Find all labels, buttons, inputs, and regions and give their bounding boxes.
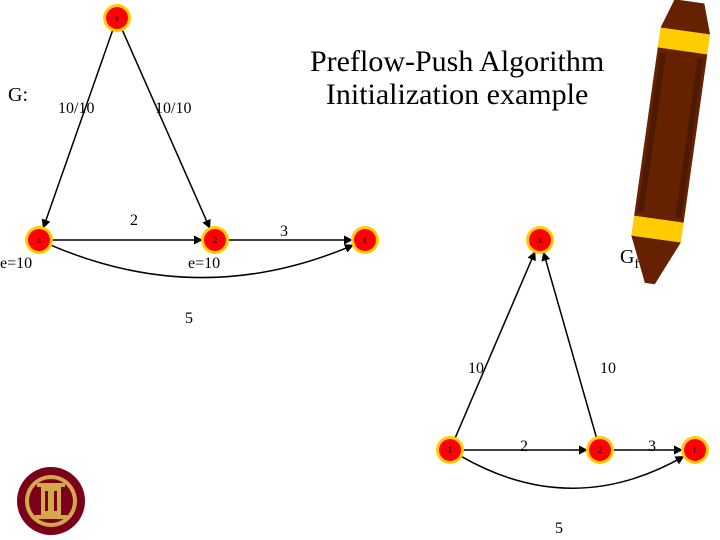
crayon-icon [620,0,720,295]
svg-text:1: 1 [37,235,42,245]
edge-label: 10 [468,360,484,378]
svg-text:s: s [538,235,542,245]
edge-label: 10/10 [155,100,191,118]
graph-node-1: 1 [436,436,464,464]
title-line1: Preflow-Push Algorithm [310,45,604,78]
svg-text:s: s [115,13,119,23]
edge-label: 3 [648,438,656,456]
graph-g-label: G: [8,84,28,107]
university-seal-icon [11,461,91,540]
graph-node-s: s [103,4,131,32]
edge-label: 10 [600,360,616,378]
edge-label: 5 [555,520,563,538]
svg-text:t: t [364,235,367,245]
edge-label: 5 [185,310,193,328]
graph-node-s: s [526,226,554,254]
edge-label: 10/10 [58,100,94,118]
svg-text:2: 2 [213,235,218,245]
title-line2: Initialization example [310,78,604,111]
excess-label: e=10 [0,255,32,273]
svg-text:1: 1 [448,445,453,455]
graph-node-2: 2 [586,436,614,464]
graph-node-1: 1 [25,226,53,254]
graph-node-t: t [681,436,709,464]
edge-label: 2 [520,438,528,456]
graph-node-t: t [351,226,379,254]
edge-label: 3 [280,223,288,241]
svg-text:t: t [694,445,697,455]
svg-text:2: 2 [598,445,603,455]
excess-label: e=10 [188,255,220,273]
graph-node-2: 2 [201,226,229,254]
slide-title: Preflow-Push Algorithm Initialization ex… [310,45,604,111]
edge-label: 2 [130,212,138,230]
